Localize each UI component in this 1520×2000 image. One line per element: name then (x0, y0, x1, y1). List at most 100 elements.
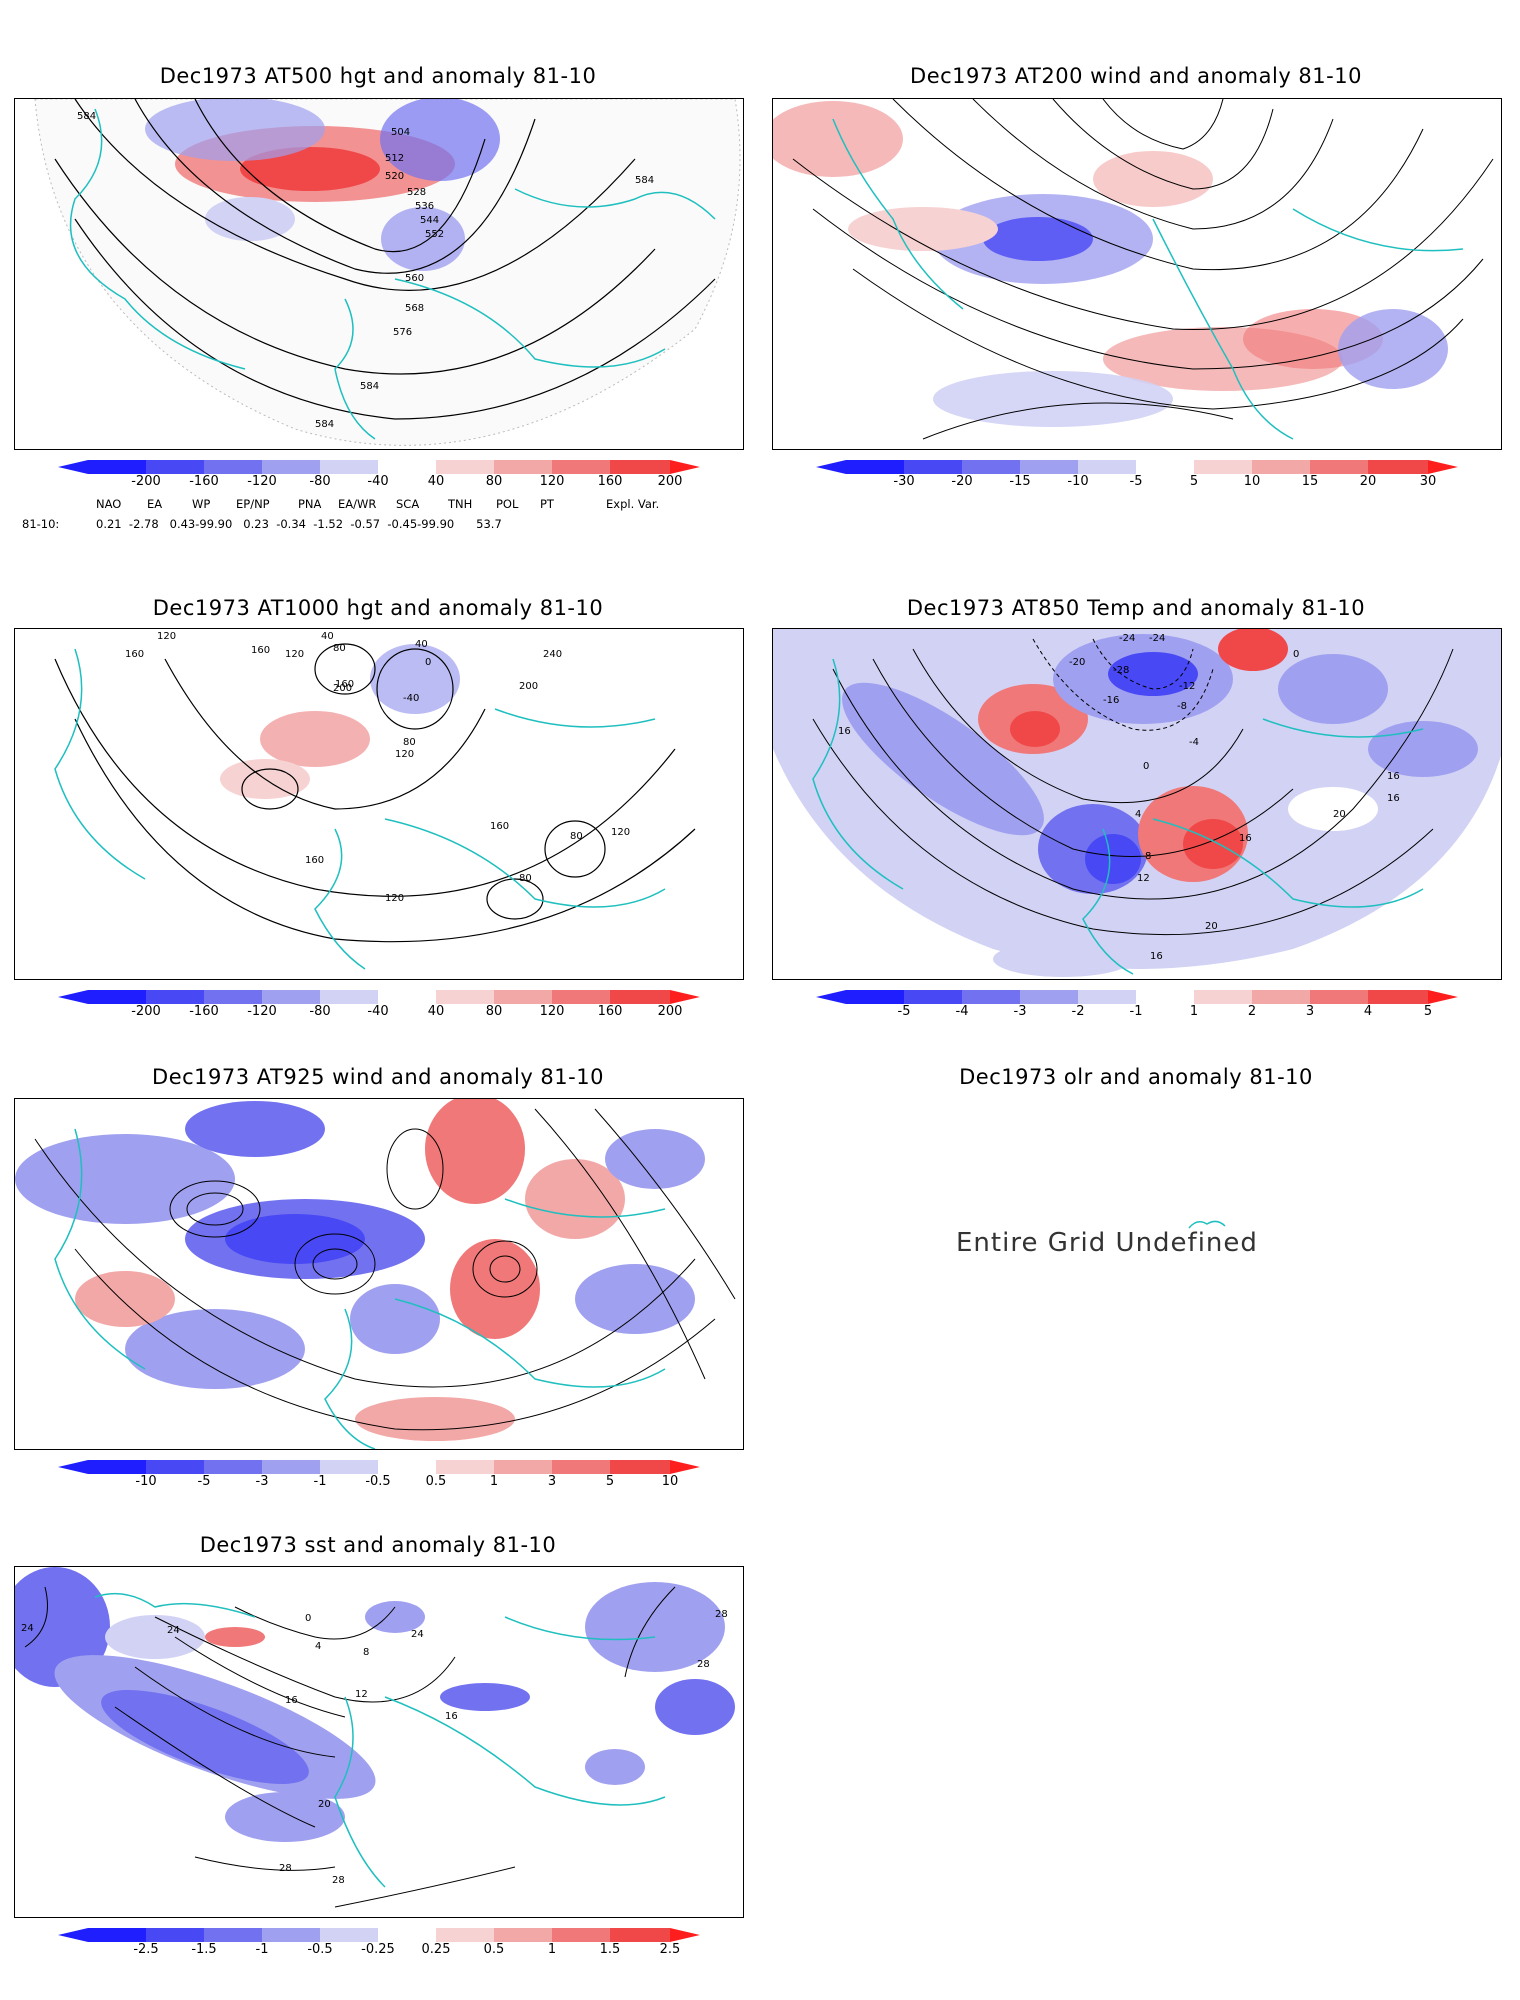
contour-label: 120 (285, 649, 304, 660)
colorbar-tick: -0.5 (365, 1474, 391, 1489)
contour-label: 16 (445, 1711, 458, 1722)
olr-empty-panel: Entire Grid Undefined (772, 1098, 1502, 1450)
contour-label: 24 (167, 1625, 180, 1636)
colorbar-tick: -3 (1013, 1004, 1027, 1019)
contour-label: 24 (21, 1623, 34, 1634)
colorbar-tick: 5 (1189, 474, 1199, 489)
colorbar-tick: 10 (1243, 474, 1261, 489)
colorbar-tick: 10 (661, 1474, 679, 1489)
contour-label: 16 (838, 726, 851, 737)
panel-title-sst: Dec1973 sst and anomaly 81-10 (199, 1533, 557, 1557)
colorbar-tick: 160 (597, 474, 623, 489)
colorbar-tick: 1.5 (599, 1942, 621, 1957)
contour-label: -8 (1177, 701, 1187, 712)
colorbar-tick: 80 (485, 1004, 503, 1019)
colorbar-925: -10 -5 -3 -1 -0.5 0.5 1 3 5 10 (58, 1459, 700, 1489)
contour-label: 120 (611, 827, 630, 838)
map-500hgt: 584 504 512 520 528 536 544 552 560 568 … (14, 98, 744, 450)
colorbar-tick: 30 (1419, 474, 1437, 489)
colorbar-tick: 200 (657, 1004, 683, 1019)
contour-label: 0 (1293, 649, 1299, 660)
colorbar-swatches (58, 460, 700, 474)
index-header: SCA (396, 497, 420, 511)
colorbar-tick: -3 (255, 1474, 269, 1489)
contour-label: 80 (333, 643, 346, 654)
contour-label: 584 (77, 111, 96, 122)
colorbar-tick: 160 (597, 1004, 623, 1019)
colorbar-tick: 0.5 (483, 1942, 505, 1957)
contour-label: 20 (1205, 921, 1218, 932)
contour-label: 28 (697, 1659, 710, 1670)
colorbar-tick: -30 (893, 474, 915, 489)
colorbar-swatches (58, 1928, 700, 1942)
contour-label: 4 (315, 1641, 321, 1652)
colorbar-tick: -15 (1009, 474, 1031, 489)
contour-label: 80 (519, 873, 532, 884)
index-header: PT (540, 497, 554, 511)
colorbar-200: -30 -20 -15 -10 -5 5 10 15 20 30 (816, 459, 1458, 489)
colorbar-tick: -1.5 (191, 1942, 217, 1957)
contour-label: -16 (1103, 695, 1119, 706)
contour-label: 16 (1150, 951, 1163, 962)
contour-label: 160 (125, 649, 144, 660)
index-header: Expl. Var. (606, 497, 660, 511)
map-sst: 24 24 0 4 8 12 16 20 24 28 28 28 28 16 (14, 1566, 744, 1918)
contour-label: 240 (543, 649, 562, 660)
contour-label: -20 (1069, 657, 1085, 668)
contour-label: 536 (415, 201, 434, 212)
coastline-fragment-icon (1188, 1220, 1226, 1229)
map-1000hgt: 120 160 160 120 80 40 40 0 -40 160 80 12… (14, 628, 744, 980)
colorbar-tick: 2.5 (659, 1942, 681, 1957)
colorbar-tick: 1 (547, 1942, 557, 1957)
contour-label: 0 (305, 1613, 311, 1624)
contour-label: 544 (420, 215, 439, 226)
contour-label: 40 (321, 631, 334, 642)
contour-label: 120 (157, 631, 176, 642)
contour-label: 80 (570, 831, 583, 842)
colorbar-tick: -160 (189, 1004, 219, 1019)
contour-label: 0 (425, 657, 431, 668)
contour-label: 80 (403, 737, 416, 748)
colorbar-500: -200 -160 -120 -80 -40 40 80 120 160 200 (58, 459, 700, 489)
contour-label: 24 (411, 1629, 424, 1640)
colorbar-swatches (816, 460, 1458, 474)
panel-title-1000: Dec1973 AT1000 hgt and anomaly 81-10 (152, 596, 604, 620)
contour-label: 512 (385, 153, 404, 164)
contour-label: 160 (335, 679, 354, 690)
colorbar-tick: -40 (367, 474, 389, 489)
colorbar-tick: -2 (1071, 1004, 1085, 1019)
colorbar-tick: -40 (367, 1004, 389, 1019)
contour-label: 4 (1135, 809, 1141, 820)
colorbar-tick: 15 (1301, 474, 1319, 489)
contour-label: 160 (251, 645, 270, 656)
contour-label: 584 (635, 175, 654, 186)
colorbar-tick: -5 (1129, 474, 1143, 489)
colorbar-tick: -160 (189, 474, 219, 489)
colorbar-tick: -1 (1129, 1004, 1143, 1019)
map-925wind (14, 1098, 744, 1450)
colorbar-tick: 120 (539, 1004, 565, 1019)
index-header: NAO (96, 497, 122, 511)
contour-label: 16 (1387, 771, 1400, 782)
colorbar-tick: 200 (657, 474, 683, 489)
contour-label: 200 (333, 683, 352, 694)
panel-title-500: Dec1973 AT500 hgt and anomaly 81-10 (159, 64, 597, 88)
colorbar-swatches (58, 1460, 700, 1474)
colorbar-tick: -10 (1067, 474, 1089, 489)
contour-label: 8 (363, 1647, 369, 1658)
colorbar-tick: 5 (605, 1474, 615, 1489)
colorbar-tick: 20 (1359, 474, 1377, 489)
colorbar-tick: 120 (539, 474, 565, 489)
colorbar-tick: 3 (1305, 1004, 1315, 1019)
contour-label: 12 (1137, 873, 1150, 884)
panel-title-850: Dec1973 AT850 Temp and anomaly 81-10 (906, 596, 1366, 620)
contour-label: 16 (285, 1695, 298, 1706)
colorbar-tick: -1 (313, 1474, 327, 1489)
colorbar-tick: 2 (1247, 1004, 1257, 1019)
contour-label: 28 (715, 1609, 728, 1620)
colorbar-tick: -120 (247, 474, 277, 489)
map-200wind (772, 98, 1502, 450)
index-header: EP/NP (236, 497, 270, 511)
colorbar-tick: -5 (897, 1004, 911, 1019)
contour-label: 504 (391, 127, 410, 138)
